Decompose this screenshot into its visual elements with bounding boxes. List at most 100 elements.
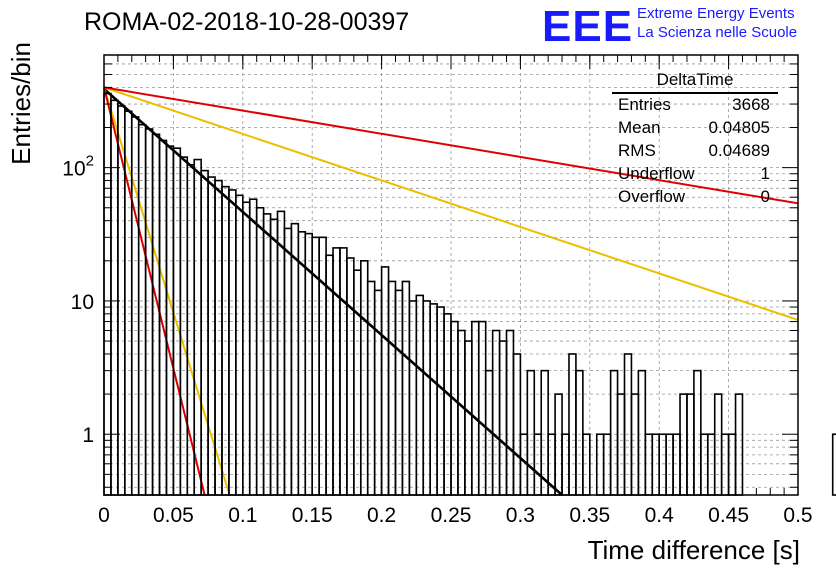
histogram-bar [276, 210, 286, 496]
histogram-bar [471, 320, 480, 496]
histogram-bar [686, 393, 695, 496]
stats-value: 0.04805 [708, 118, 770, 137]
histogram-bar [498, 340, 508, 496]
histogram-bar [242, 201, 251, 496]
histogram-bar [575, 369, 584, 496]
stats-label: RMS [618, 141, 656, 160]
histogram-bar [533, 433, 543, 496]
histogram-bar [394, 289, 404, 496]
histogram-bar [831, 433, 836, 496]
histogram-bar [706, 433, 716, 496]
histogram-bar [693, 369, 702, 496]
y-axis-label: Entries/bin [6, 42, 36, 165]
histogram-bar [512, 353, 522, 496]
stats-label: Entries [618, 95, 671, 114]
histogram-bar [110, 99, 119, 496]
histogram-bar [609, 369, 619, 496]
x-tick-label: 0.15 [292, 504, 333, 527]
stats-value: 0.04689 [708, 141, 770, 160]
histogram-bar [526, 369, 536, 496]
histogram-bar [457, 329, 466, 496]
histogram-bar [616, 393, 626, 496]
histogram-bar [554, 393, 563, 496]
x-tick-label: 0.2 [367, 504, 396, 527]
stats-title: DeltaTime [612, 70, 778, 94]
histogram-bar [505, 329, 515, 496]
stats-row-underflow: Underflow 1 [612, 164, 778, 187]
fit-line [103, 86, 799, 321]
eee-logo: EEE [542, 2, 634, 51]
histogram-bar [477, 320, 487, 496]
histogram-bar [630, 393, 640, 496]
y-tick-label: 102 [62, 153, 94, 181]
histogram-bar [644, 433, 654, 496]
run-title: ROMA-02-2018-10-28-00397 [84, 8, 410, 36]
histogram-bar [408, 300, 418, 496]
stats-value: 0 [760, 187, 770, 206]
stats-label: Underflow [618, 164, 695, 183]
logo-line-1: Extreme Energy Events [637, 5, 795, 22]
histogram-bar [464, 340, 473, 496]
histogram-bar [658, 433, 667, 496]
axis-ticks [103, 54, 799, 495]
x-tick-label: 0.05 [153, 504, 194, 527]
x-tick-label: 0.25 [431, 504, 472, 527]
stats-value: 3668 [732, 95, 770, 114]
stats-label: Overflow [618, 187, 686, 206]
eee-logo-text: Extreme Energy Events La Scienza nelle S… [637, 4, 797, 42]
histogram-bar [422, 300, 431, 496]
stats-label: Mean [618, 118, 661, 137]
histogram-bar [415, 294, 425, 496]
x-tick-labels: 0 0.05 0.1 0.15 0.2 0.25 0.3 0.35 0.4 0.45 0.5 [98, 504, 812, 527]
x-tick-label: 0.5 [783, 504, 812, 527]
histogram-bar [623, 353, 633, 496]
histogram-bar [373, 289, 383, 496]
histogram-bar [200, 169, 209, 496]
stats-row-entries: Entries 3668 [612, 95, 778, 118]
histogram-bar [700, 433, 709, 496]
histogram-bar [103, 92, 112, 496]
logo-line-2: La Scienza nelle Scuole [637, 24, 798, 41]
histogram-bar [339, 247, 348, 496]
histogram-bar [727, 433, 737, 496]
histogram-bar [297, 231, 307, 496]
x-tick-label: 0.35 [569, 504, 610, 527]
x-tick-label: 0.3 [506, 504, 535, 527]
histogram-bar [665, 433, 674, 496]
histogram-bar [561, 433, 570, 496]
histogram-bar [637, 369, 647, 496]
histogram-bar [248, 198, 258, 496]
histogram-bar [568, 353, 577, 496]
stats-value: 1 [760, 164, 770, 183]
histogram-bar [165, 145, 175, 496]
x-tick-label: 0.45 [708, 504, 749, 527]
fit-line [103, 86, 799, 205]
histogram-bar [734, 393, 744, 496]
histogram-bar [359, 260, 369, 496]
histogram-bar [346, 257, 355, 496]
histogram-bar [651, 433, 661, 496]
x-axis-label: Time difference [s] [588, 535, 800, 565]
histogram-bar [436, 306, 445, 496]
histogram-bar [582, 433, 591, 496]
histogram-bar [228, 189, 237, 496]
stats-row-overflow: Overflow 0 [612, 187, 778, 210]
histogram-bar [602, 433, 612, 496]
stats-row-mean: Mean 0.04805 [612, 118, 778, 141]
histogram-bar [491, 329, 501, 496]
x-tick-label: 0.1 [228, 504, 257, 527]
histogram-bar [255, 206, 265, 496]
y-tick-label: 10 [71, 291, 94, 314]
histogram-bar [720, 433, 730, 496]
histogram-bar [450, 320, 459, 496]
histogram-bar [429, 303, 438, 496]
y-tick-labels: 1 10 102 [62, 153, 94, 448]
histogram-bar [713, 393, 723, 496]
histogram-bar [353, 269, 362, 496]
x-tick-label: 0 [98, 504, 110, 527]
histogram-bar [235, 194, 244, 496]
stats-box: DeltaTime Entries 3668 Mean 0.04805 RMS … [612, 70, 778, 210]
stats-row-rms: RMS 0.04689 [612, 141, 778, 164]
histogram-bar [318, 236, 327, 496]
